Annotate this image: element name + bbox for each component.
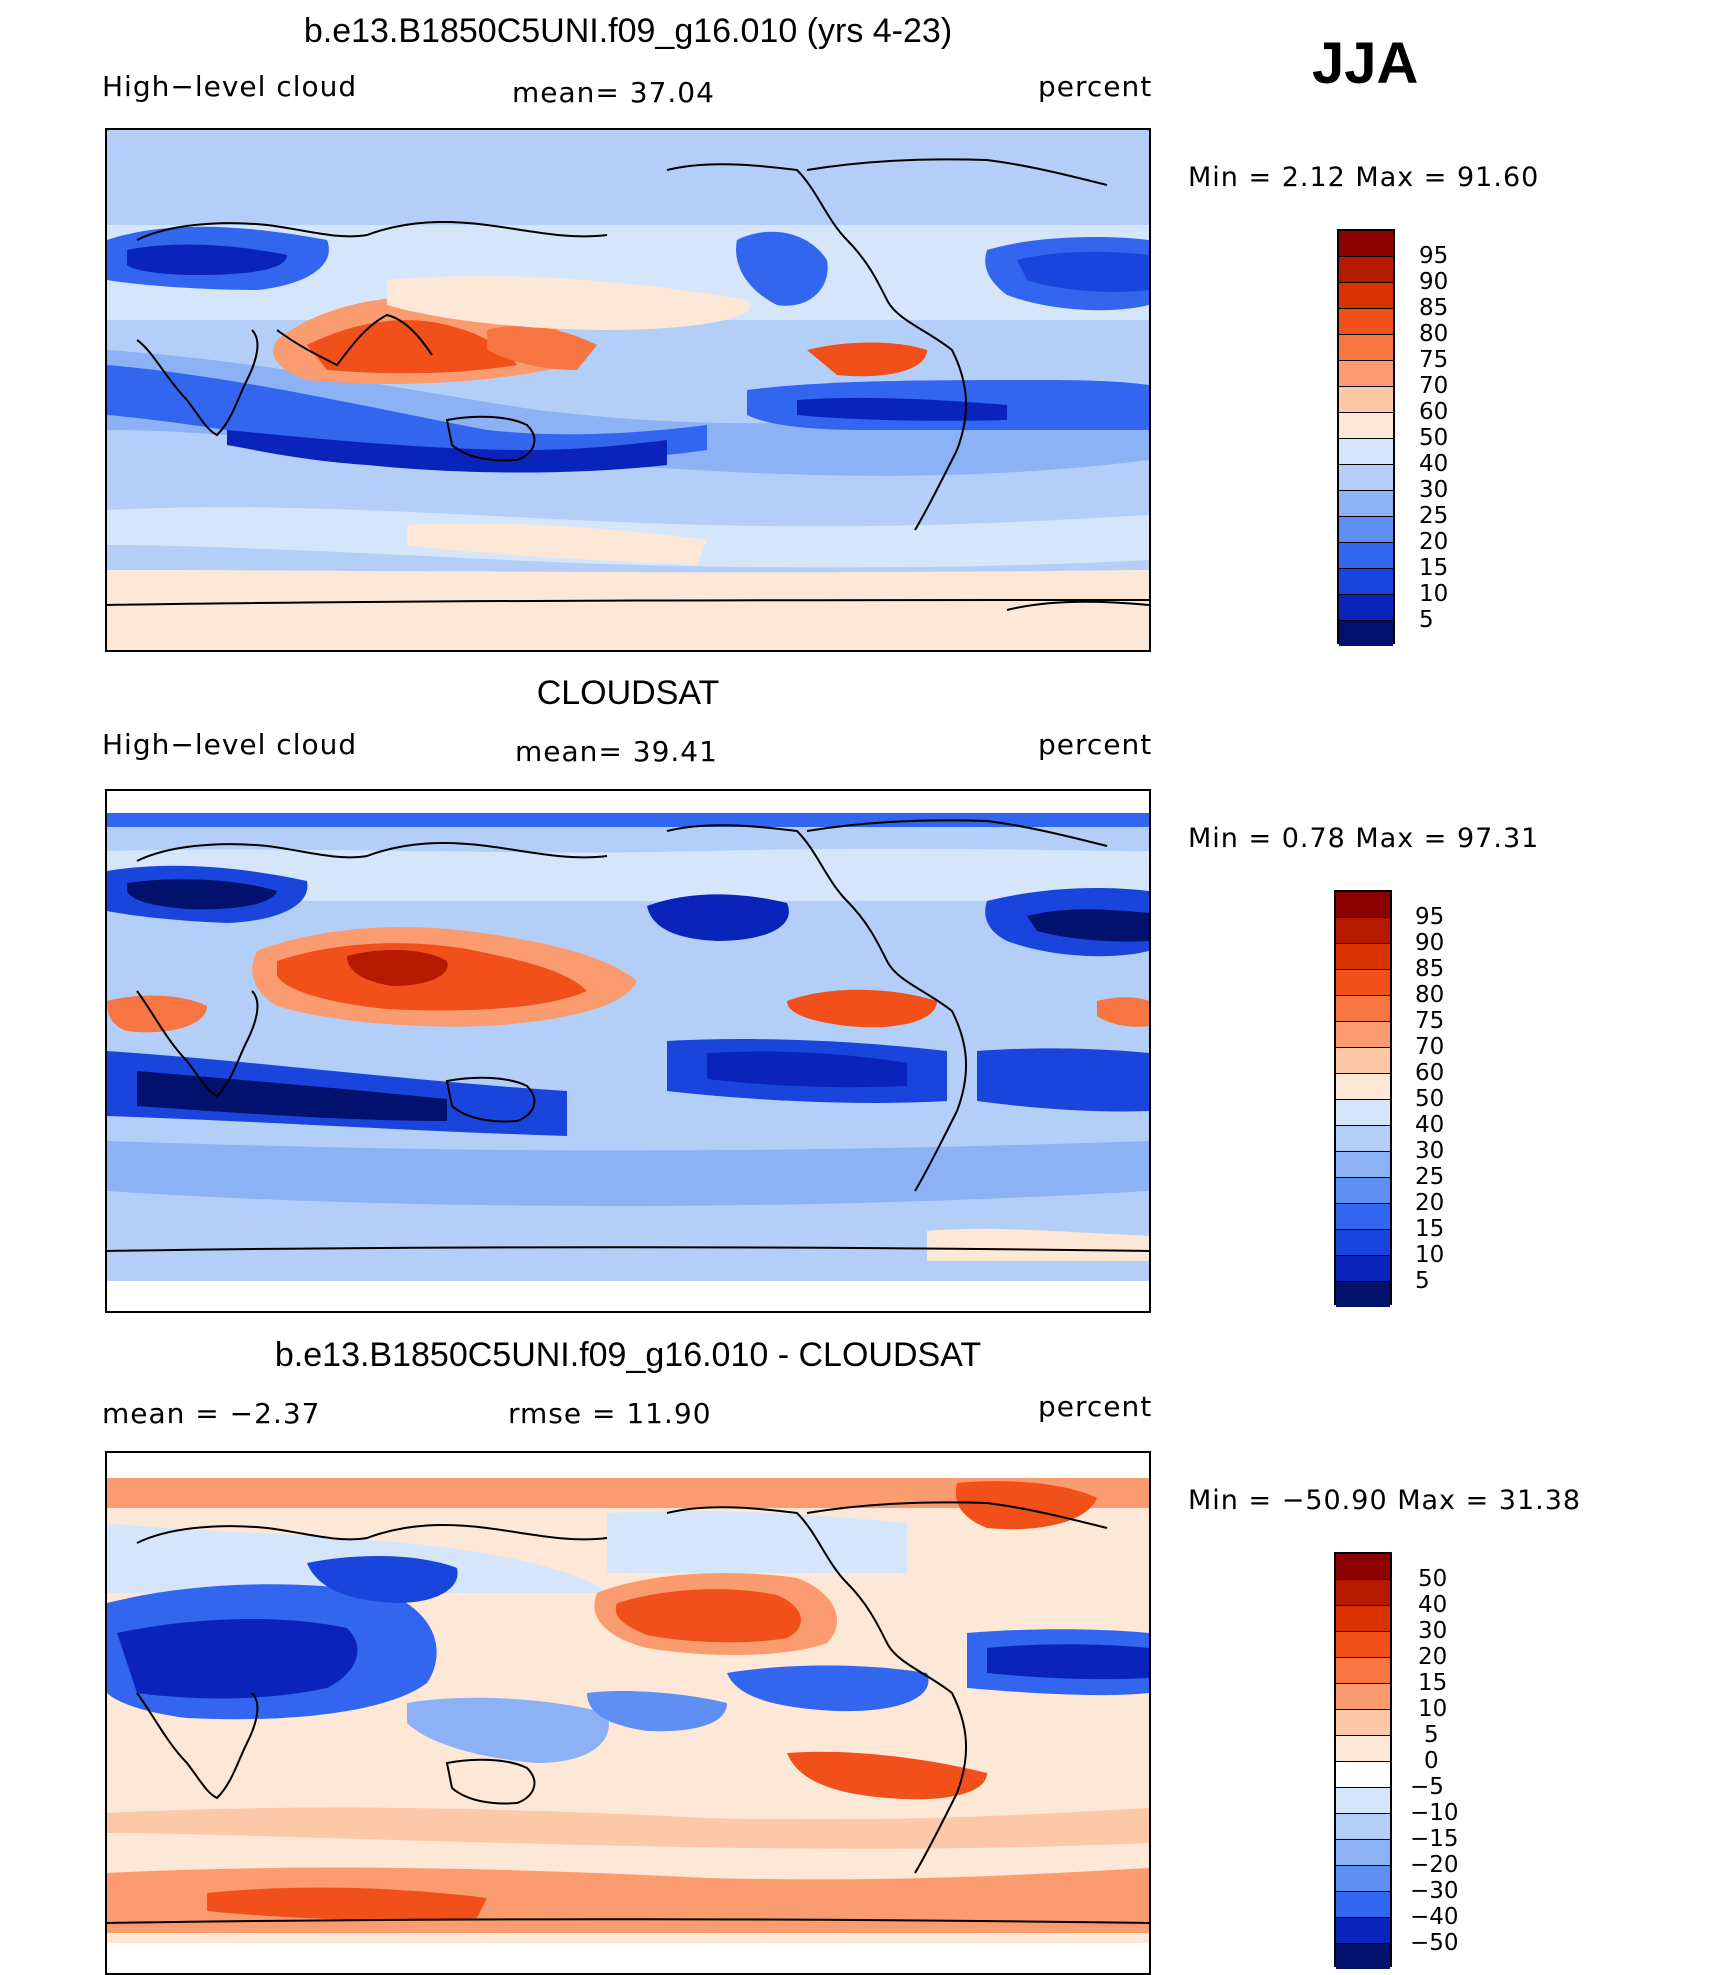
colorbar-tick-label: −30 xyxy=(1410,1878,1459,1904)
colorbar-tick-label: 90 xyxy=(1419,269,1449,295)
colorbar-tick-label: 50 xyxy=(1418,1566,1448,1592)
colorbar-tick-label: 90 xyxy=(1415,930,1445,956)
colorbar-tick-label: 50 xyxy=(1415,1086,1445,1112)
panel-2-title: CLOUDSAT xyxy=(536,674,720,712)
map-difference-field xyxy=(107,1453,1149,1973)
map-panel-cloudsat xyxy=(105,789,1151,1313)
colorbar-tick-label: 20 xyxy=(1415,1190,1445,1216)
map-cloudsat-field xyxy=(107,791,1149,1311)
colorbar-tick-label: 0 xyxy=(1424,1748,1439,1774)
colorbar-tick-label: −50 xyxy=(1410,1930,1459,1956)
panel-3-minmax: Min = −50.90 Max = 31.38 xyxy=(1188,1485,1582,1516)
panel-1-mean-label: mean= 37.04 xyxy=(512,76,715,109)
colorbar-tick-label: 5 xyxy=(1424,1722,1439,1748)
panel-3-mean-label: mean = −2.37 xyxy=(102,1397,321,1430)
colorbar-cloudsat xyxy=(1334,890,1392,1307)
colorbar-tick-label: 75 xyxy=(1415,1008,1445,1034)
colorbar-tick-label: 5 xyxy=(1419,607,1434,633)
colorbar-tick-label: 80 xyxy=(1419,321,1449,347)
colorbar-model xyxy=(1337,229,1395,646)
panel-3-title: b.e13.B1850C5UNI.f09_g16.010 - CLOUDSAT xyxy=(274,1336,982,1374)
colorbar-tick-label: 10 xyxy=(1415,1242,1445,1268)
panel-1-title: b.e13.B1850C5UNI.f09_g16.010 (yrs 4-23) xyxy=(303,12,953,50)
colorbar-tick-label: 30 xyxy=(1419,477,1449,503)
colorbar-tick-label: 70 xyxy=(1415,1034,1445,1060)
colorbar-tick-label: 20 xyxy=(1419,529,1449,555)
colorbar-tick-label: 15 xyxy=(1419,555,1449,581)
panel-1-minmax: Min = 2.12 Max = 91.60 xyxy=(1188,162,1540,193)
colorbar-tick-label: 40 xyxy=(1415,1112,1445,1138)
panel-2-variable-label: High−level cloud xyxy=(102,728,358,761)
map-panel-model xyxy=(105,128,1151,652)
colorbar-difference xyxy=(1334,1552,1392,1969)
colorbar-tick-label: 60 xyxy=(1419,399,1449,425)
colorbar-tick-label: 5 xyxy=(1415,1268,1430,1294)
panel-1-variable-label: High−level cloud xyxy=(102,70,358,103)
map-model-field xyxy=(107,130,1149,650)
panel-1-units-label: percent xyxy=(1038,70,1153,103)
colorbar-tick-label: 70 xyxy=(1419,373,1449,399)
panel-2-units-label: percent xyxy=(1038,728,1153,761)
panel-3-units-label: percent xyxy=(1038,1390,1153,1423)
colorbar-tick-label: 40 xyxy=(1419,451,1449,477)
colorbar-tick-label: 10 xyxy=(1419,581,1449,607)
colorbar-tick-label: 30 xyxy=(1415,1138,1445,1164)
colorbar-tick-label: 25 xyxy=(1419,503,1449,529)
colorbar-tick-label: −5 xyxy=(1410,1774,1444,1800)
colorbar-tick-label: 15 xyxy=(1415,1216,1445,1242)
season-label: JJA xyxy=(1312,31,1419,96)
colorbar-tick-label: 85 xyxy=(1419,295,1449,321)
colorbar-tick-label: 85 xyxy=(1415,956,1445,982)
colorbar-tick-label: 95 xyxy=(1415,904,1445,930)
colorbar-tick-label: 15 xyxy=(1418,1670,1448,1696)
panel-3-rmse-label: rmse = 11.90 xyxy=(508,1397,712,1430)
colorbar-tick-label: 20 xyxy=(1418,1644,1448,1670)
colorbar-tick-label: 10 xyxy=(1418,1696,1448,1722)
panel-2-minmax: Min = 0.78 Max = 97.31 xyxy=(1188,823,1540,854)
colorbar-tick-label: −20 xyxy=(1410,1852,1459,1878)
panel-2-mean-label: mean= 39.41 xyxy=(515,735,718,768)
colorbar-tick-label: 60 xyxy=(1415,1060,1445,1086)
colorbar-tick-label: 25 xyxy=(1415,1164,1445,1190)
colorbar-tick-label: 30 xyxy=(1418,1618,1448,1644)
colorbar-tick-label: 50 xyxy=(1419,425,1449,451)
colorbar-tick-label: 95 xyxy=(1419,243,1449,269)
colorbar-tick-label: 75 xyxy=(1419,347,1449,373)
colorbar-tick-label: −15 xyxy=(1410,1826,1459,1852)
colorbar-tick-label: −10 xyxy=(1410,1800,1459,1826)
colorbar-tick-label: 40 xyxy=(1418,1592,1448,1618)
colorbar-tick-label: 80 xyxy=(1415,982,1445,1008)
map-panel-difference xyxy=(105,1451,1151,1975)
colorbar-tick-label: −40 xyxy=(1410,1904,1459,1930)
